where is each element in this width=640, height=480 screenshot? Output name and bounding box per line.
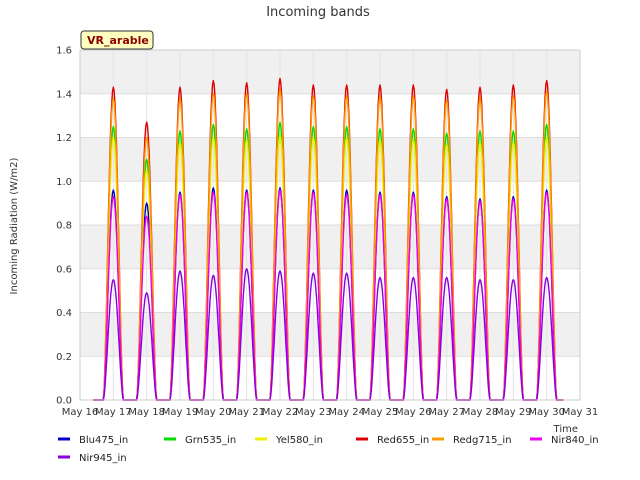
station-badge-label: VR_arable xyxy=(87,34,149,47)
x-tick-label: May 17 xyxy=(95,407,132,418)
x-tick-label: May 24 xyxy=(328,407,365,418)
x-tick-label: May 30 xyxy=(528,407,565,418)
plot-band xyxy=(80,93,580,138)
y-tick-label: 0.0 xyxy=(56,396,72,407)
legend-label: Red655_in xyxy=(377,435,429,446)
legend-label: Nir945_in xyxy=(79,453,127,464)
x-tick-label: May 20 xyxy=(195,407,232,418)
y-axis-ticks: 0.0 0.2 0.4 0.6 0.8 1.0 1.2 1.4 1.6 xyxy=(56,46,72,407)
plot-band xyxy=(80,356,580,400)
plot-background xyxy=(80,50,580,400)
y-axis-label: Incoming Radiation (W/m2) xyxy=(9,157,20,294)
plot-band xyxy=(80,50,580,94)
plot-band xyxy=(80,137,580,182)
y-tick-label: 1.2 xyxy=(56,133,72,144)
y-tick-label: 1.0 xyxy=(56,177,72,188)
x-tick-label: May 22 xyxy=(262,407,299,418)
legend-label: Blu475_in xyxy=(79,435,128,446)
x-tick-label: May 25 xyxy=(362,407,399,418)
plot-frame xyxy=(79,49,581,401)
y-tick-label: 0.8 xyxy=(56,221,72,232)
legend-label: Nir840_in xyxy=(551,435,599,446)
x-tick-label: May 26 xyxy=(395,407,432,418)
y-tick-label: 0.6 xyxy=(56,264,72,275)
x-tick-label: May 29 xyxy=(495,407,532,418)
plot-band xyxy=(80,268,580,313)
legend-label: Redg715_in xyxy=(453,435,512,446)
x-tick-label: May 31 xyxy=(562,407,599,418)
x-tick-label: May 16 xyxy=(62,407,99,418)
x-tick-label: May 18 xyxy=(128,407,165,418)
legend: Blu475_in Grn535_in Yel580_in Red655_in Redg… xyxy=(58,435,599,464)
y-tick-label: 0.4 xyxy=(56,308,72,319)
plot-band xyxy=(80,181,580,225)
plot-band xyxy=(80,225,580,269)
y-tick-label: 1.6 xyxy=(56,46,72,57)
x-axis-label: Time xyxy=(553,424,578,435)
legend-label: Yel580_in xyxy=(275,435,323,446)
x-tick-label: May 27 xyxy=(428,407,465,418)
x-tick-label: May 21 xyxy=(228,407,265,418)
y-tick-label: 1.4 xyxy=(56,89,72,100)
x-tick-label: May 28 xyxy=(462,407,499,418)
chart-title: Incoming bands xyxy=(266,5,370,20)
x-tick-label: May 19 xyxy=(162,407,199,418)
station-badge: VR_arable xyxy=(80,30,154,50)
x-tick-label: May 23 xyxy=(295,407,332,418)
legend-label: Grn535_in xyxy=(185,435,236,446)
y-tick-label: 0.2 xyxy=(56,352,72,363)
plot-band xyxy=(80,312,580,357)
